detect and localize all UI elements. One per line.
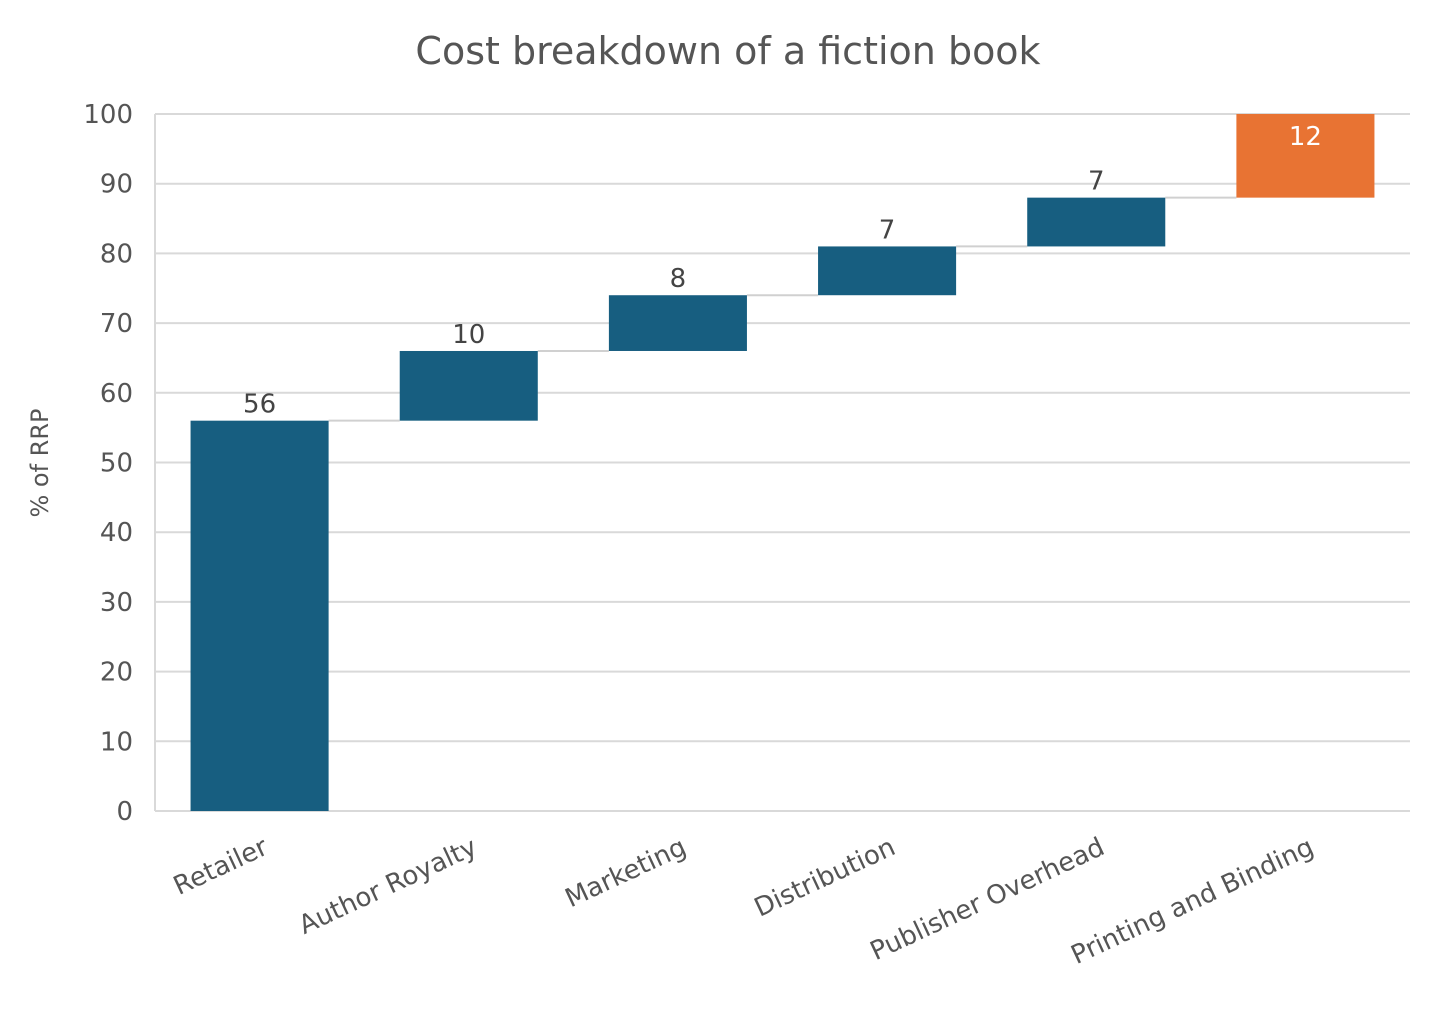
y-tick-label: 100	[83, 100, 133, 130]
data-label: 8	[670, 264, 687, 294]
bar-distribution	[818, 246, 957, 296]
y-tick-label: 10	[100, 727, 133, 757]
x-tick-label: Distribution	[750, 832, 900, 923]
bar-marketing	[608, 295, 747, 351]
x-tick-label: Retailer	[169, 832, 273, 902]
y-tick-label: 0	[116, 797, 133, 827]
data-label: 12	[1289, 122, 1322, 152]
y-axis-ticks: 0 10 20 30 40 50 60 70 80 90 100	[83, 100, 133, 827]
data-label: 56	[243, 390, 276, 420]
y-tick-label: 30	[100, 588, 133, 618]
data-label: 7	[1088, 167, 1105, 197]
y-tick-label: 90	[100, 170, 133, 200]
y-tick-label: 40	[100, 518, 133, 548]
y-axis-label: % of RRP	[26, 408, 54, 517]
x-axis-ticks: Retailer Author Royalty Marketing Distribut…	[169, 832, 1318, 971]
data-label: 10	[452, 320, 485, 350]
y-tick-label: 20	[100, 658, 133, 688]
data-label: 7	[879, 215, 896, 245]
chart-title: Cost breakdown of a fiction book	[415, 29, 1040, 73]
x-tick-label: Marketing	[561, 832, 691, 914]
bar-retailer	[190, 420, 329, 811]
y-tick-label: 50	[100, 449, 133, 479]
bar-publisher-overhead	[1027, 197, 1166, 247]
bars	[190, 114, 1375, 811]
bar-author-royalty	[399, 350, 538, 421]
y-tick-label: 80	[100, 239, 133, 269]
connectors	[328, 196, 1237, 422]
y-tick-label: 70	[100, 309, 133, 339]
gridlines	[154, 113, 1410, 812]
y-tick-label: 60	[100, 379, 133, 409]
x-tick-label: Author Royalty	[294, 832, 481, 941]
bar-printing-and-binding	[1236, 114, 1375, 198]
data-labels: 56 10 8 7 7 12	[243, 122, 1322, 420]
